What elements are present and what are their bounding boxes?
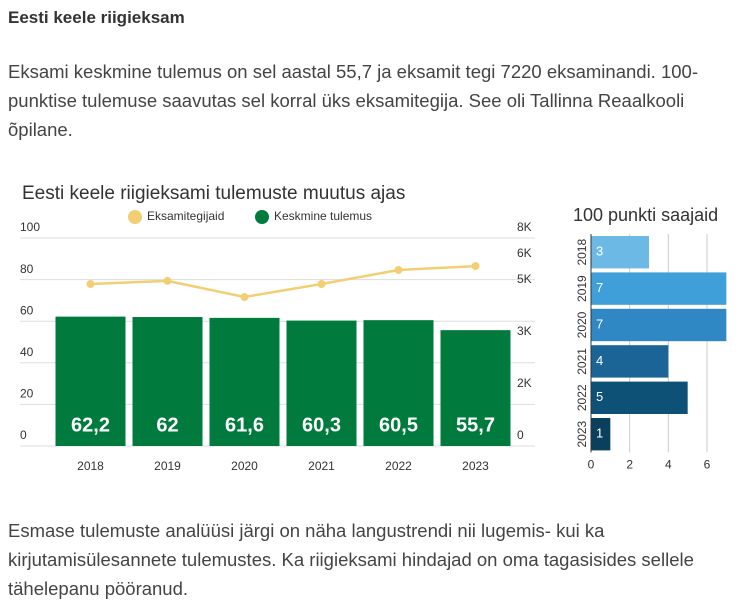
legend-label: Eksamitegijaid: [147, 209, 224, 223]
charts: Eesti keele riigieksami tulemuste muutus…: [20, 183, 727, 473]
line: [90, 264, 476, 299]
y-tick-label: 40: [20, 345, 34, 359]
bar: [286, 320, 357, 446]
bar: [55, 316, 126, 446]
page-title: Eesti keele riigieksam: [8, 8, 185, 27]
bar: [209, 317, 280, 446]
chart-title: Eesti keele riigieksami tulemuste muutus…: [22, 183, 405, 204]
y2-tick-label: 8K: [517, 220, 532, 234]
y-tick-label: 2023: [575, 421, 589, 448]
data-label: 5: [596, 389, 603, 404]
x-tick-label: 2: [626, 458, 633, 472]
point: [163, 276, 172, 285]
x-tick-label: 2021: [308, 459, 335, 473]
x-tick-label: 6: [704, 458, 711, 472]
x-tick-label: 2023: [462, 459, 489, 473]
y2-tick-label: 5K: [517, 272, 532, 286]
y2-tick-label: 3K: [517, 324, 532, 338]
data-label: 3: [596, 244, 603, 259]
data-label: 7: [596, 280, 603, 295]
data-label: 60,3: [302, 414, 341, 436]
x-tick-label: 2020: [231, 459, 258, 473]
point: [394, 265, 403, 274]
data-label: 61,6: [225, 414, 264, 436]
point: [471, 262, 480, 271]
data-label: 62: [156, 414, 178, 436]
legend-label: Keskmine tulemus: [274, 209, 372, 223]
bar: [132, 317, 203, 446]
y-tick-label: 60: [20, 303, 34, 317]
data-label: 60,5: [379, 414, 418, 436]
bar: [440, 330, 511, 446]
y-tick-label: 2019: [575, 275, 589, 302]
x-tick-label: 2019: [154, 459, 181, 473]
bar: [591, 236, 649, 269]
paragraph: Esmase tulemuste analüüsi järgi on näha …: [8, 520, 694, 599]
y-tick-label: 100: [20, 220, 40, 234]
x-tick-label: 2018: [77, 459, 104, 473]
point: [86, 280, 95, 289]
bar: [591, 418, 611, 451]
data-label: 62,2: [71, 414, 110, 436]
y-tick-label: 2022: [575, 384, 589, 411]
bar: [363, 320, 434, 446]
chart-title: 100 punkti saajaid: [573, 205, 718, 225]
x-tick-label: 4: [665, 458, 672, 472]
bar: [591, 272, 727, 305]
y2-tick-label: 6K: [517, 246, 532, 260]
y2-tick-label: 0: [517, 428, 524, 442]
legend-swatch: [255, 210, 269, 224]
y-tick-label: 2020: [575, 311, 589, 338]
data-label: 7: [596, 316, 603, 331]
y-tick-label: 20: [20, 387, 34, 401]
y-tick-label: 80: [20, 262, 34, 276]
x-tick-label: 2022: [385, 459, 412, 473]
y-tick-label: 2018: [575, 239, 589, 266]
x-tick-label: 0: [588, 458, 595, 472]
bar: [591, 308, 727, 342]
bar: [591, 345, 669, 378]
point: [317, 280, 326, 289]
y-tick-label: 0: [20, 428, 27, 442]
data-label: 1: [596, 426, 603, 441]
legend-swatch: [128, 210, 142, 224]
y-tick-label: 2021: [575, 348, 589, 375]
y2-tick-label: 2K: [517, 376, 532, 390]
paragraph: Eksami keskmine tulemus on sel aastal 55…: [8, 61, 698, 140]
data-label: 55,7: [456, 414, 495, 436]
data-label: 4: [596, 353, 603, 368]
bar: [591, 381, 688, 414]
point: [240, 293, 249, 302]
